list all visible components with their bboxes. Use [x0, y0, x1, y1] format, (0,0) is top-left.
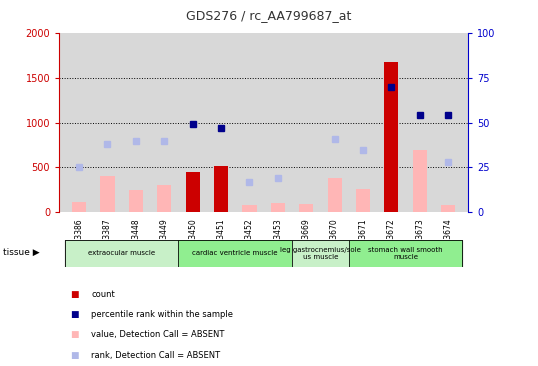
- FancyBboxPatch shape: [65, 240, 462, 267]
- Text: ■: ■: [70, 310, 79, 319]
- Bar: [101, 176, 115, 212]
- Text: cardiac ventricle muscle: cardiac ventricle muscle: [193, 250, 278, 257]
- Bar: [242, 205, 257, 212]
- Bar: [72, 202, 86, 212]
- Text: ■: ■: [70, 290, 79, 299]
- Text: value, Detection Call = ABSENT: value, Detection Call = ABSENT: [91, 330, 225, 339]
- Bar: [384, 61, 399, 212]
- Bar: [214, 166, 228, 212]
- Text: percentile rank within the sample: percentile rank within the sample: [91, 310, 233, 319]
- Bar: [356, 190, 370, 212]
- FancyBboxPatch shape: [179, 240, 292, 267]
- Bar: [129, 190, 143, 212]
- Text: stomach wall smooth
muscle: stomach wall smooth muscle: [369, 247, 443, 260]
- FancyBboxPatch shape: [65, 240, 179, 267]
- Bar: [186, 172, 200, 212]
- Text: tissue ▶: tissue ▶: [3, 248, 39, 257]
- Bar: [157, 185, 171, 212]
- Text: ■: ■: [70, 351, 79, 359]
- Text: ■: ■: [70, 330, 79, 339]
- Text: extraocular muscle: extraocular muscle: [88, 250, 155, 257]
- Bar: [441, 205, 455, 212]
- Text: rank, Detection Call = ABSENT: rank, Detection Call = ABSENT: [91, 351, 221, 359]
- Bar: [271, 203, 285, 212]
- Bar: [328, 178, 342, 212]
- FancyBboxPatch shape: [292, 240, 349, 267]
- Bar: [299, 204, 313, 212]
- Text: GDS276 / rc_AA799687_at: GDS276 / rc_AA799687_at: [186, 9, 352, 22]
- Text: count: count: [91, 290, 115, 299]
- FancyBboxPatch shape: [349, 240, 462, 267]
- Bar: [413, 150, 427, 212]
- Text: leg gastrocnemius/sole
us muscle: leg gastrocnemius/sole us muscle: [280, 247, 361, 260]
